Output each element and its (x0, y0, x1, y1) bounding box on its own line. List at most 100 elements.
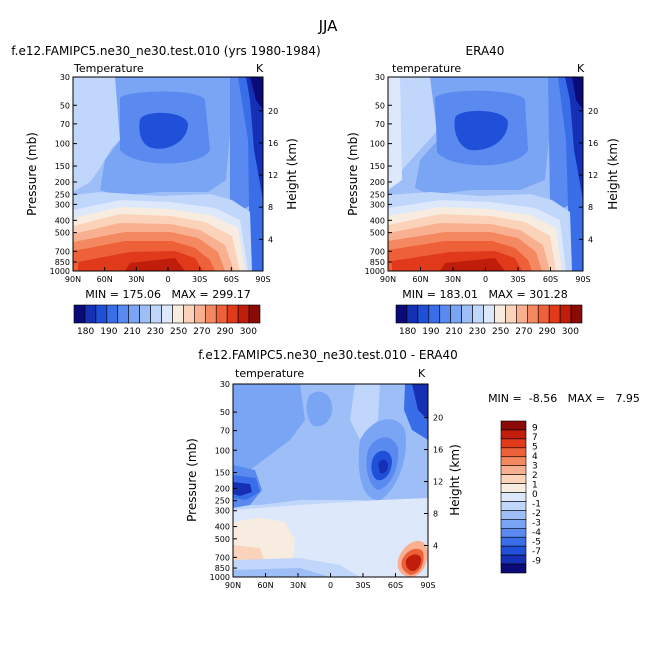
y-tick-label: 300 (55, 200, 70, 209)
y-tick-label: 1000 (365, 267, 385, 276)
colorbar-tick-label: 7 (532, 433, 538, 443)
y-tick-label: 250 (215, 497, 230, 506)
colorbar-tick-label: 230 (469, 327, 486, 337)
y-tick-label: 500 (215, 535, 230, 544)
y-tick-label: 250 (55, 190, 70, 199)
y-tick-label: 500 (370, 229, 385, 238)
panel-axes: 90N 60N 30N 0 30S 60S 90S 30 50 70 100 150 200 250300… (365, 73, 599, 284)
colorbar-tick-label: 1 (532, 481, 538, 491)
colorbar-tick-label: -9 (532, 557, 541, 567)
axes-layer: 90N 60N 30N 0 30S 60S 90S305070100150200250300… (50, 73, 599, 590)
colorbar-tick-label: 250 (492, 327, 509, 337)
colorbar-tick-label: -1 (532, 500, 541, 510)
colorbar-swatch (395, 304, 408, 324)
horizontal-colorbar: 180 190 210 230 250 270 290 300 (395, 304, 583, 337)
panel-b-contour-field (388, 77, 583, 271)
colorbar-swatch (204, 304, 217, 324)
height-tick-label: 8 (268, 203, 273, 212)
height-tick-label: 16 (268, 139, 278, 148)
colorbar-swatch (500, 456, 527, 467)
y-tick-label: 400 (215, 523, 230, 532)
colorbar-swatch (128, 304, 140, 324)
colorbar-swatch (95, 304, 108, 324)
colorbar-tick-label: -5 (532, 538, 541, 548)
panel-a-unit: K (256, 62, 264, 75)
colorbar-swatch (226, 304, 239, 324)
y-tick-label: 300 (370, 200, 385, 209)
colorbar-tick-label: -7 (532, 547, 541, 557)
y-tick-label: 700 (215, 553, 230, 562)
colorbar-swatch (516, 304, 528, 324)
colorbar-swatch (450, 304, 462, 324)
x-tick-label: 30S (355, 581, 370, 590)
colorbar-swatch (500, 492, 527, 502)
panel-axes: 90N 60N 30N 0 30S 60S 90S 30 50 70 100 150 200 250300… (50, 73, 279, 284)
height-tick-label: 12 (268, 171, 278, 180)
colorbar-swatch (117, 304, 130, 324)
horizontal-colorbar: 180 190 210 230 250 270 290 300 (73, 304, 261, 337)
x-tick-label: 0 (165, 275, 170, 284)
colorbar-tick-label: 180 (77, 327, 94, 337)
colorbar-swatch (505, 304, 517, 324)
colorbar-swatch (215, 304, 228, 324)
x-tick-label: 90S (420, 581, 435, 590)
x-tick-label: 60N (257, 581, 273, 590)
height-tick-label: 20 (588, 107, 598, 116)
y-tick-label: 200 (215, 484, 230, 493)
x-tick-label: 30S (192, 275, 207, 284)
height-tick-label: 8 (433, 510, 438, 519)
colorbar-swatch (139, 304, 151, 324)
colorbar-swatch (494, 304, 506, 324)
x-tick-label: 60S (224, 275, 239, 284)
panel-a-ylabel: Pressure (mb) (25, 132, 39, 216)
colorbar-swatch (417, 304, 430, 324)
y-tick-label: 850 (370, 258, 385, 267)
height-tick-label: 8 (588, 203, 593, 212)
panel-c-ylabel-right: Height (km) (448, 444, 462, 515)
colorbar-swatch (406, 304, 419, 324)
colorbar-tick-label: 300 (240, 327, 257, 337)
y-tick-label: 850 (215, 564, 230, 573)
panel-c-min-max: MIN = -8.56 MAX = 7.95 (488, 392, 640, 405)
colorbar-swatch (500, 483, 527, 493)
y-tick-label: 850 (55, 258, 70, 267)
panel-a-contour-field (73, 77, 263, 271)
y-tick-label: 50 (220, 408, 230, 417)
colorbar-swatch (237, 304, 250, 324)
x-tick-label: 60N (412, 275, 428, 284)
colorbar-swatch (500, 527, 527, 538)
x-tick-label: 60S (388, 581, 403, 590)
colorbar-tick-label: 180 (399, 327, 416, 337)
colorbar-swatch (526, 304, 539, 324)
y-tick-label: 30 (375, 73, 385, 82)
colorbar-swatch (106, 304, 119, 324)
colorbar-swatch (500, 465, 527, 475)
figure-title: JJA (318, 17, 339, 35)
colorbar-tick-label: 300 (562, 327, 579, 337)
colorbar-swatch (172, 304, 184, 324)
colorbar-swatch (500, 563, 527, 574)
colorbar-tick-label: 270 (515, 327, 532, 337)
y-tick-label: 30 (60, 73, 70, 82)
colorbar-tick-label: 230 (147, 327, 164, 337)
y-tick-label: 70 (220, 427, 230, 436)
y-tick-label: 700 (370, 247, 385, 256)
colorbar-swatch (500, 545, 527, 556)
y-tick-label: 150 (215, 469, 230, 478)
colorbar-layer: 180 190 210 230 250 270 290 300 180 190 210 230 250 2… (73, 304, 583, 574)
colorbar-tick-label: 3 (532, 462, 538, 472)
colorbar-swatch (461, 304, 473, 324)
colorbar-swatch (500, 510, 527, 520)
height-tick-label: 16 (588, 139, 598, 148)
x-tick-label: 60S (543, 275, 558, 284)
colorbar-tick-label: 0 (532, 490, 538, 500)
panel-b-ylabel-right: Height (km) (606, 138, 620, 209)
y-tick-label: 200 (370, 178, 385, 187)
x-tick-label: 60N (97, 275, 113, 284)
x-tick-label: 90S (575, 275, 590, 284)
panel-c-contour-field (233, 384, 428, 577)
height-tick-label: 4 (268, 235, 273, 244)
y-tick-label: 500 (55, 229, 70, 238)
panel-axes: 90N 60N 30N 0 30S 60S 90S 30 50 70 100 150 200 250300… (210, 380, 444, 590)
